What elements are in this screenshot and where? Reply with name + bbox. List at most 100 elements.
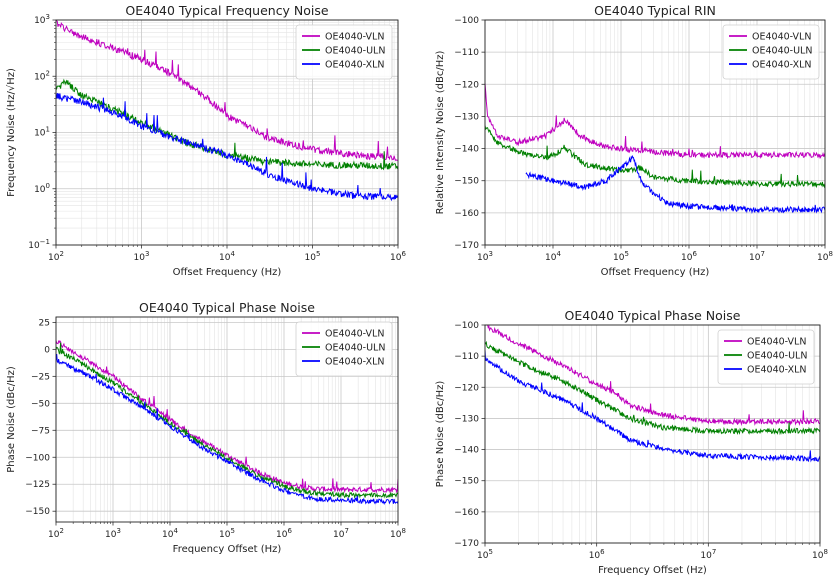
x-tick-label: 105 (219, 527, 235, 540)
x-tick-label: 108 (817, 250, 833, 263)
x-tick-label: 107 (700, 548, 716, 561)
series-line-OE4040-XLN (525, 154, 825, 214)
y-tick-label: −25 (31, 372, 50, 382)
y-tick-label: −150 (25, 507, 50, 517)
plot-frame (55, 316, 399, 523)
plot-frame (484, 324, 821, 544)
legend-label: OE4040-ULN (752, 46, 812, 57)
legend-label: OE4040-VLN (325, 329, 384, 340)
series-line-OE4040-XLN (56, 354, 398, 506)
y-axis-label: Phase Noise (dBc/Hz) (6, 366, 17, 473)
y-tick-label: −160 (454, 209, 479, 219)
chart-title: OE4040 Typical RIN (594, 3, 716, 18)
x-tick-label: 107 (333, 527, 349, 540)
chart-title: OE4040 Typical Frequency Noise (125, 3, 329, 18)
y-axis-label: Relative Intensity Noise (dBc/Hz) (435, 51, 446, 215)
x-tick-label: 105 (305, 250, 321, 263)
y-tick-label: −140 (454, 145, 479, 155)
series-line-OE4040-VLN (56, 20, 398, 161)
y-tick-label: −100 (25, 453, 50, 463)
series-line-OE4040-VLN (485, 325, 820, 427)
legend-label: OE4040-XLN (325, 60, 385, 71)
y-tick-label: −170 (454, 241, 479, 251)
legend: OE4040-VLN OE4040-ULN OE4040-XLN (295, 24, 393, 80)
chart-3: 102 103 104 105 106 107 108 −150 −125 −100 −75 −50 −… (6, 300, 406, 555)
x-tick-label: 107 (749, 250, 765, 263)
y-tick-label: −170 (454, 539, 479, 549)
x-tick-label: 106 (390, 250, 406, 263)
legend-label: OE4040-ULN (747, 351, 807, 362)
y-tick-label: −100 (454, 16, 479, 26)
legend-label: OE4040-XLN (747, 365, 807, 376)
x-tick-label: 104 (162, 527, 178, 540)
series-line-OE4040-VLN (56, 339, 398, 494)
y-tick-label: −110 (454, 352, 479, 362)
y-tick-label: −140 (454, 446, 479, 456)
legend: OE4040-VLN OE4040-ULN OE4040-XLN (717, 329, 815, 385)
x-tick-label: 106 (681, 250, 697, 263)
x-tick-label: 104 (219, 250, 235, 263)
series-line-OE4040-XLN (485, 350, 820, 463)
x-tick-label: 105 (613, 250, 629, 263)
plot-frame (484, 19, 826, 246)
y-tick-label: −50 (31, 399, 50, 409)
series-line-OE4040-ULN (485, 340, 820, 436)
x-tick-label: 105 (477, 548, 493, 561)
y-axis-label: Frequency Noise (Hz/√Hz) (6, 68, 17, 197)
y-tick-label: 103 (34, 13, 50, 26)
chart-title: OE4040 Typical Phase Noise (139, 300, 315, 315)
legend-box (717, 329, 815, 385)
y-tick-label: −160 (454, 508, 479, 518)
chart-title: OE4040 Typical Phase Noise (565, 308, 741, 323)
y-tick-label: 102 (34, 69, 50, 82)
series-line-OE4040-XLN (56, 93, 398, 202)
legend-box (722, 24, 820, 80)
legend: OE4040-VLN OE4040-ULN OE4040-XLN (295, 321, 393, 377)
legend-label: OE4040-ULN (325, 343, 385, 354)
y-tick-label: −150 (454, 177, 479, 187)
y-axis-label: Phase Noise (dBc/Hz) (435, 381, 446, 488)
y-tick-label: −130 (454, 112, 479, 122)
series-line-OE4040-ULN (56, 342, 398, 499)
x-tick-label: 108 (812, 548, 828, 561)
y-tick-label: −120 (454, 383, 479, 393)
y-tick-label: 0 (44, 345, 50, 355)
y-tick-label: −130 (454, 414, 479, 424)
x-axis-label: Offset Frequency (Hz) (173, 267, 282, 278)
y-tick-label: 101 (34, 126, 50, 139)
plot-frame (55, 19, 399, 246)
y-tick-label: −110 (454, 48, 479, 58)
legend-label: OE4040-XLN (325, 357, 385, 368)
x-axis-label: Frequency Offset (Hz) (173, 544, 282, 555)
legend-box (295, 24, 393, 80)
series-line-OE4040-VLN (485, 83, 825, 160)
chart-1: 102 103 104 105 106 10−1 100 101 102 103 OE4040-VL… (6, 3, 406, 278)
chart-4: 105 106 107 108 −170 −160 −150 −140 −130 −120 −110… (435, 308, 828, 576)
x-tick-label: 103 (477, 250, 493, 263)
x-tick-label: 106 (276, 527, 292, 540)
x-tick-label: 102 (48, 527, 64, 540)
y-tick-label: −75 (31, 426, 50, 436)
legend-label: OE4040-XLN (752, 60, 812, 71)
legend-label: OE4040-VLN (752, 32, 811, 43)
y-tick-label: −100 (454, 321, 479, 331)
x-tick-label: 103 (105, 527, 121, 540)
chart-2: 103 104 105 106 107 108 −170 −160 −150 −140 −130 −1… (435, 3, 833, 278)
y-tick-label: 10−1 (28, 238, 50, 251)
legend-label: OE4040-VLN (747, 337, 806, 348)
legend-label: OE4040-ULN (325, 46, 385, 57)
y-tick-label: 25 (39, 318, 50, 328)
x-tick-label: 108 (390, 527, 406, 540)
x-tick-label: 104 (545, 250, 561, 263)
legend-box (295, 321, 393, 377)
y-tick-label: 100 (34, 182, 50, 195)
x-tick-label: 103 (134, 250, 150, 263)
legend: OE4040-VLN OE4040-ULN OE4040-XLN (722, 24, 820, 80)
x-tick-label: 106 (589, 548, 605, 561)
x-axis-label: Offset Frequency (Hz) (601, 267, 710, 278)
series-line-OE4040-ULN (485, 125, 825, 189)
y-tick-label: −120 (454, 80, 479, 90)
x-axis-label: Frequency Offset (Hz) (598, 565, 707, 576)
y-tick-label: −125 (25, 480, 50, 490)
